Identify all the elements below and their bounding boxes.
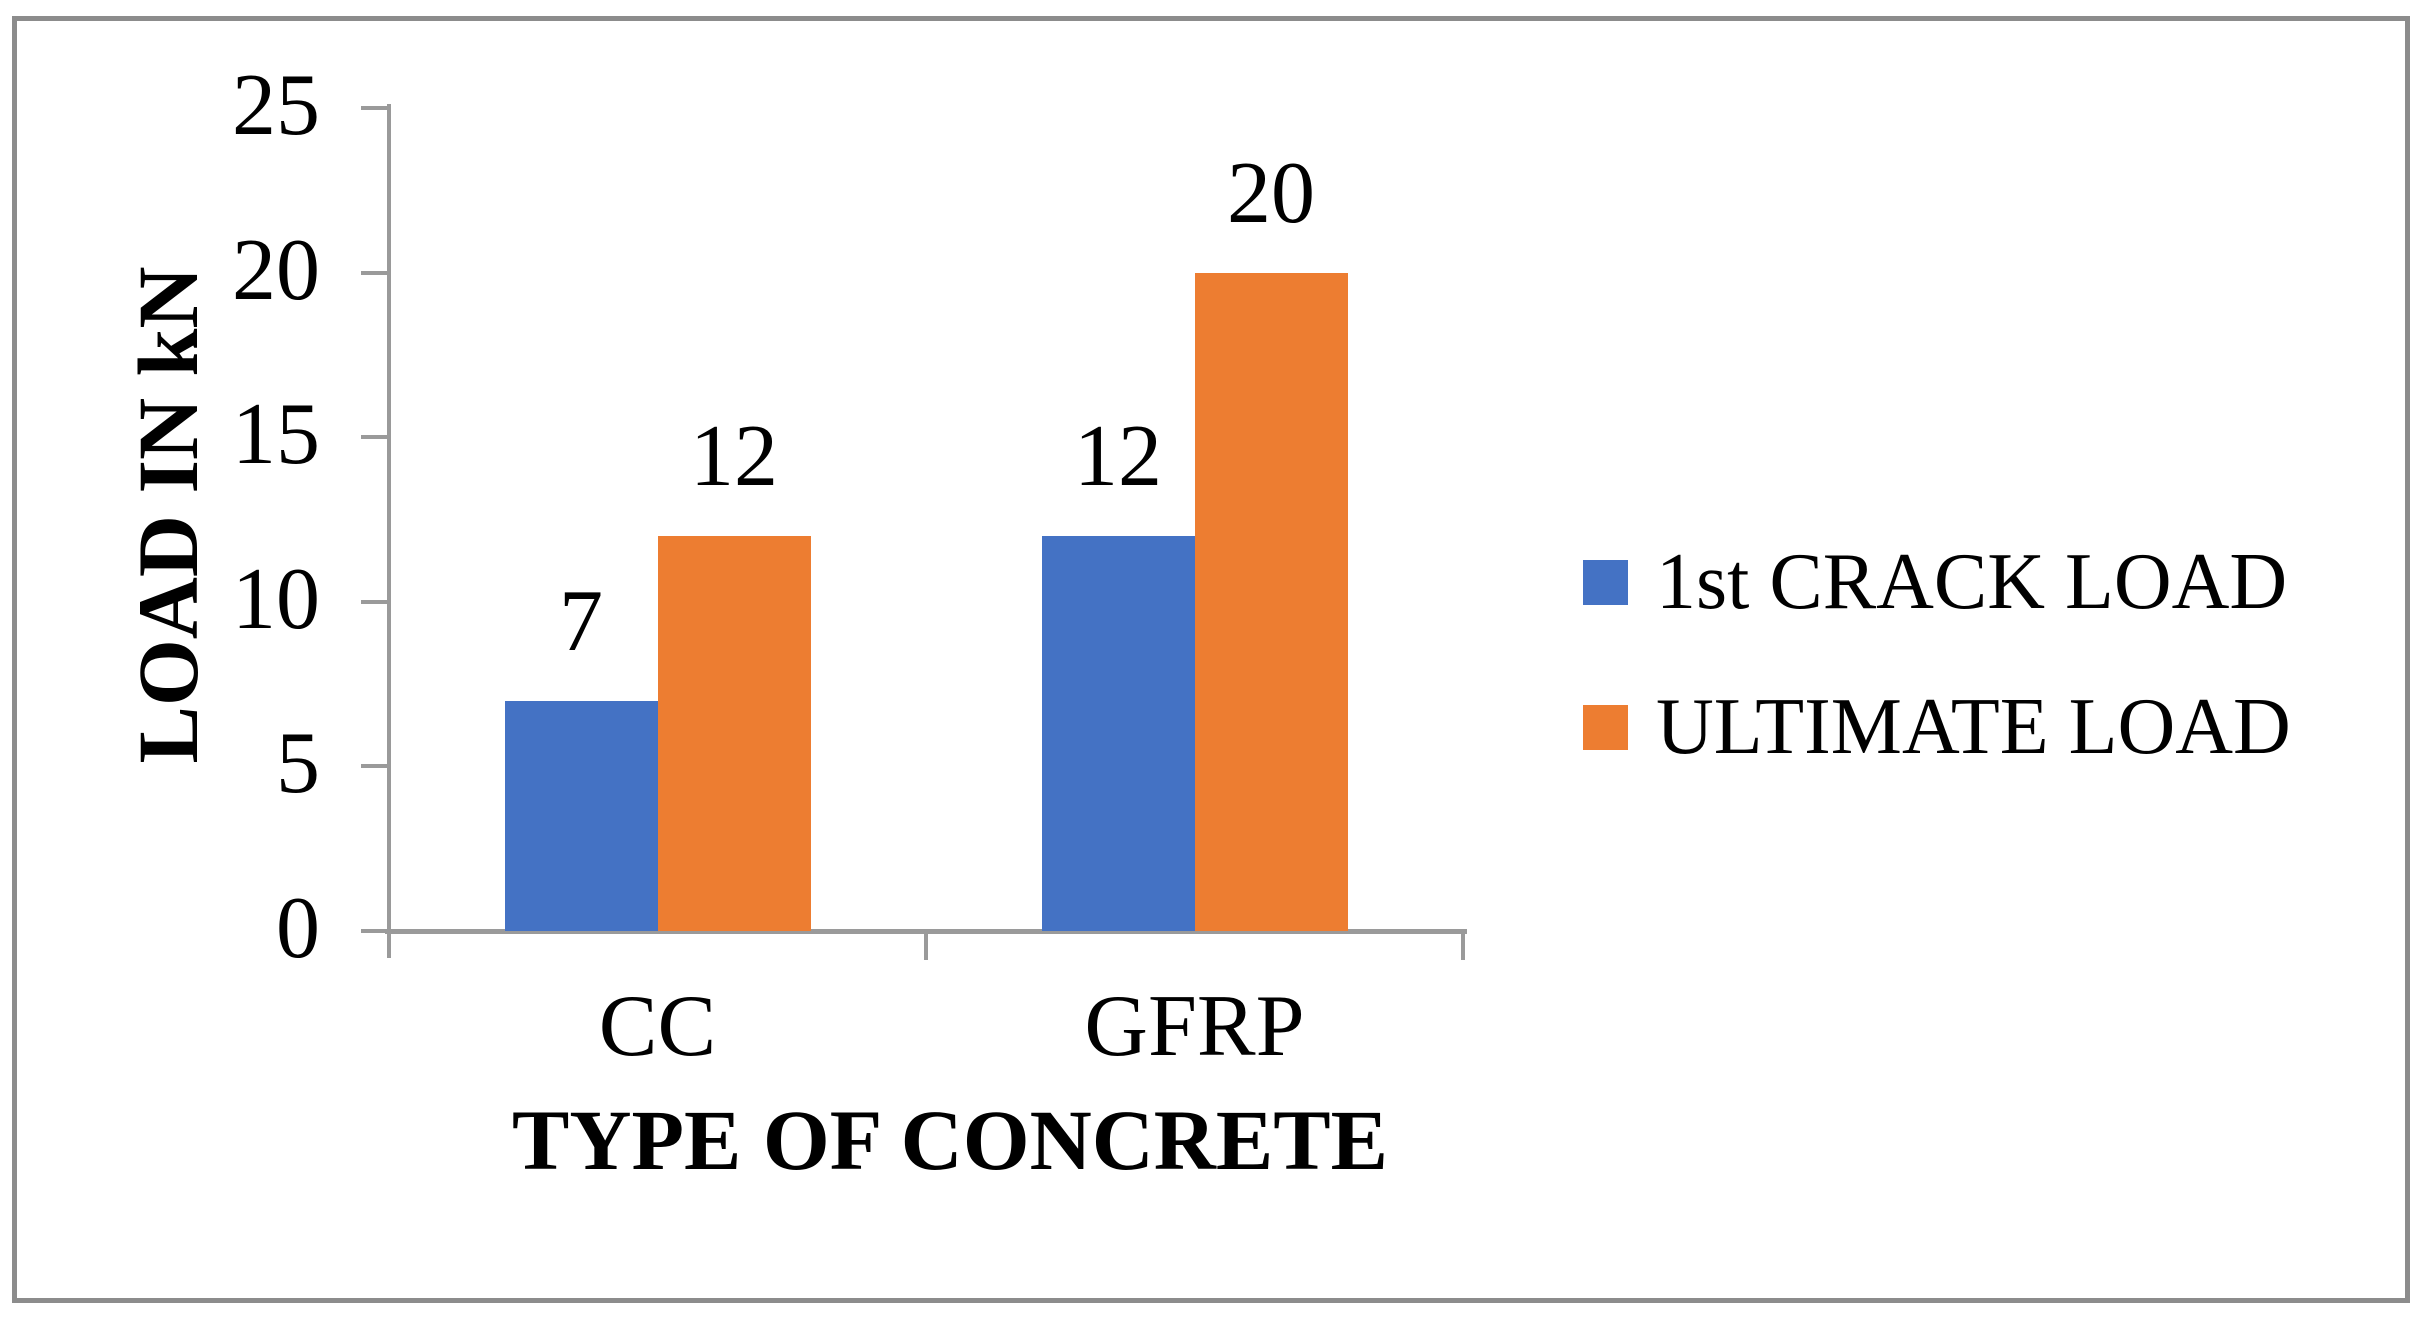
bar-cc-ultimate-load: [657, 535, 811, 931]
x-axis-line: [385, 929, 1467, 934]
bar-cc-1st-crack-load: [504, 700, 658, 931]
data-label-gfrp-ultimate-load: 20: [1227, 144, 1315, 242]
y-axis-tick: [361, 435, 387, 440]
y-axis-title: LOAD IN kN: [120, 266, 216, 764]
y-axis-tick-label: 25: [232, 57, 320, 154]
y-axis-tick: [361, 106, 387, 110]
y-axis-tick-label: 5: [276, 715, 320, 813]
y-axis-tick: [361, 764, 387, 769]
legend-swatch-first-crack-load: [1583, 559, 1628, 605]
y-axis-tick-label: 20: [232, 221, 320, 319]
legend-item-ultimate-load: ULTIMATE LOAD: [1583, 683, 2291, 771]
y-axis-tick: [361, 270, 387, 275]
x-axis-category-label-cc: CC: [598, 978, 717, 1075]
legend-swatch-ultimate-load: [1583, 704, 1628, 750]
x-axis-tick: [924, 934, 928, 960]
data-label-gfrp-1st-crack-load: 12: [1074, 407, 1162, 505]
chart-border: [12, 16, 2410, 1303]
bar-gfrp-1st-crack-load: [1041, 535, 1195, 931]
y-axis-tick-label: 15: [232, 386, 320, 484]
legend-item-first-crack-load: 1st CRACK LOAD: [1583, 538, 2287, 626]
data-label-cc-1st-crack-load: 7: [559, 572, 603, 670]
x-axis-tick: [1461, 934, 1465, 960]
y-axis-line: [387, 104, 391, 958]
legend-label-first-crack-load: 1st CRACK LOAD: [1656, 538, 2288, 626]
bar-gfrp-ultimate-load: [1194, 272, 1348, 931]
x-axis-title: TYPE OF CONCRETE: [512, 1092, 1388, 1188]
x-axis-category-label-gfrp: GFRP: [1084, 978, 1305, 1075]
y-axis-tick: [361, 929, 387, 933]
y-axis-tick-label: 10: [232, 550, 320, 648]
data-label-cc-ultimate-load: 12: [690, 407, 778, 505]
legend-label-ultimate-load: ULTIMATE LOAD: [1656, 683, 2291, 771]
y-axis-tick-label: 0: [276, 880, 320, 977]
y-axis-tick: [361, 599, 387, 604]
